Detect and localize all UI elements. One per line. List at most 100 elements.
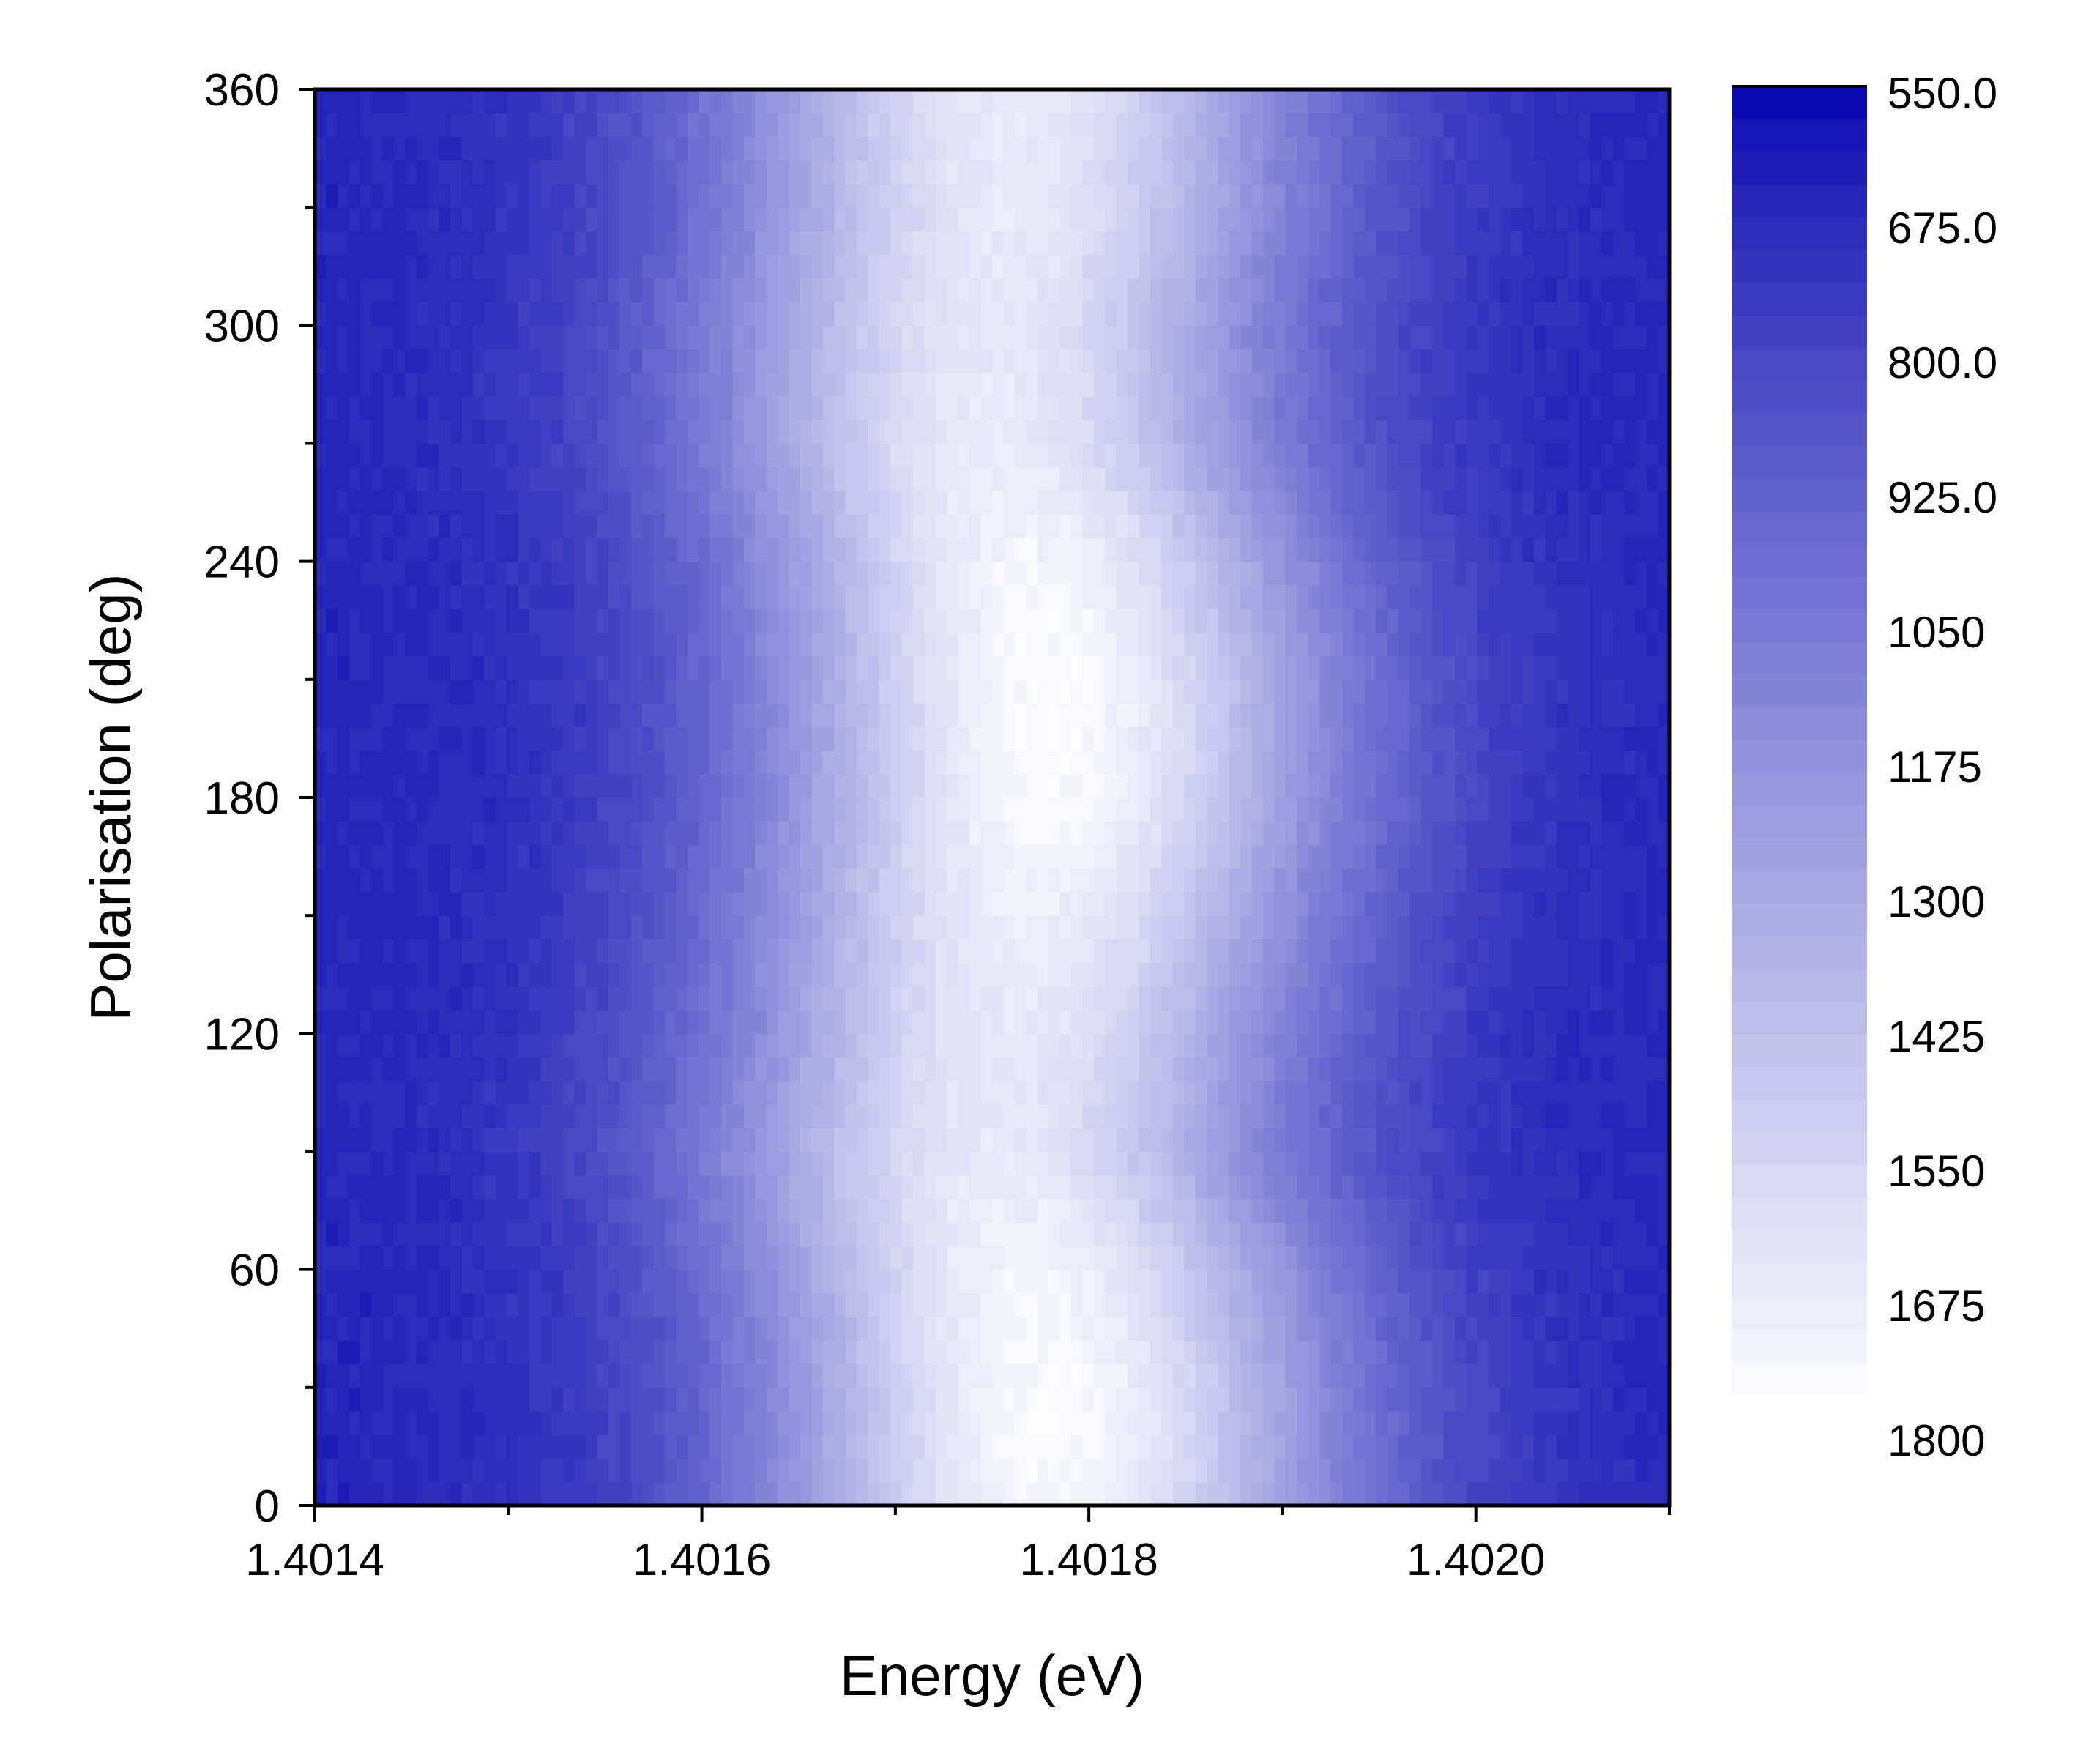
heatmap-cell — [1048, 514, 1061, 539]
heatmap-cell — [1477, 962, 1489, 987]
heatmap-cell — [1128, 750, 1140, 775]
heatmap-cell — [935, 703, 947, 727]
heatmap-cell — [597, 655, 609, 680]
heatmap-cell — [980, 609, 993, 633]
heatmap-cell — [1568, 821, 1580, 846]
heatmap-cell — [642, 1010, 655, 1034]
heatmap-cell — [1251, 609, 1264, 633]
heatmap-cell — [958, 703, 970, 727]
heatmap-cell — [1218, 655, 1230, 680]
heatmap-cell — [371, 1175, 384, 1199]
heatmap-cell — [1059, 844, 1072, 869]
heatmap-cell — [1658, 844, 1669, 869]
heatmap-cell — [1658, 1292, 1669, 1317]
heatmap-cell — [630, 1458, 643, 1483]
heatmap-cell — [1251, 679, 1264, 704]
heatmap-cell — [1568, 1434, 1580, 1459]
heatmap-cell — [337, 1317, 349, 1341]
heatmap-cell — [766, 655, 778, 680]
heatmap-cell — [1466, 1317, 1478, 1341]
heatmap-cell — [1116, 939, 1128, 964]
heatmap-cell — [630, 773, 643, 798]
heatmap-cell — [1082, 726, 1095, 751]
heatmap-cell — [699, 679, 711, 704]
heatmap-cell — [947, 1033, 959, 1058]
heatmap-cell — [901, 821, 914, 846]
heatmap-cell — [1647, 1010, 1659, 1034]
heatmap-cell — [439, 1434, 451, 1459]
heatmap-cell — [563, 915, 575, 939]
heatmap-cell — [901, 1033, 914, 1058]
heatmap-cell — [450, 1363, 463, 1388]
heatmap-cell — [1308, 1411, 1320, 1435]
heatmap-cell — [1376, 655, 1388, 680]
heatmap-cell — [360, 1317, 372, 1341]
heatmap-cell — [1330, 1458, 1343, 1483]
heatmap-cell — [1466, 1057, 1478, 1082]
heatmap-cell — [664, 1057, 677, 1082]
heatmap-cell — [913, 1198, 925, 1223]
heatmap-cell — [834, 962, 846, 987]
heatmap-cell — [924, 561, 936, 586]
heatmap-cell — [518, 1481, 530, 1506]
heatmap-cell — [800, 986, 812, 1011]
heatmap-cell — [1579, 703, 1591, 727]
heatmap-cell — [630, 1010, 643, 1034]
heatmap-cell — [1026, 609, 1038, 633]
heatmap-cell — [405, 1104, 417, 1128]
heatmap-cell — [687, 1340, 699, 1365]
heatmap-cell — [1477, 1411, 1489, 1435]
heatmap-cell — [472, 891, 485, 916]
heatmap-cell — [1285, 1246, 1297, 1270]
heatmap-cell — [1026, 1198, 1038, 1223]
heatmap-cell — [1590, 1246, 1603, 1270]
heatmap-cell — [1398, 797, 1411, 822]
heatmap-cell — [1263, 1198, 1275, 1223]
heatmap-cell — [1522, 1481, 1535, 1506]
heatmap-cell — [1511, 773, 1524, 798]
heatmap-cell — [1082, 1198, 1095, 1223]
heatmap-cell — [597, 1387, 609, 1412]
heatmap-cell — [484, 1481, 496, 1506]
heatmap-cell — [1466, 939, 1478, 964]
heatmap-cell — [1161, 915, 1174, 939]
heatmap-cell — [1658, 750, 1669, 775]
heatmap-cell — [709, 679, 722, 704]
heatmap-cell — [1409, 915, 1422, 939]
heatmap-cell — [822, 1080, 835, 1105]
heatmap-cell — [935, 1010, 947, 1034]
heatmap-cell — [1070, 679, 1083, 704]
heatmap-cell — [834, 939, 846, 964]
heatmap-cell — [1139, 1033, 1151, 1058]
heatmap-cell — [1568, 844, 1580, 869]
heatmap-cell — [1624, 1411, 1636, 1435]
heatmap-cell — [721, 1434, 734, 1459]
heatmap-cell — [868, 1269, 880, 1294]
heatmap-cell — [845, 844, 857, 869]
heatmap-cell — [1195, 679, 1207, 704]
heatmap-cell — [913, 1175, 925, 1199]
heatmap-cell — [1172, 1363, 1185, 1388]
heatmap-cell — [1251, 1434, 1264, 1459]
heatmap-cell — [1534, 1010, 1546, 1034]
heatmap-cell — [1432, 1175, 1445, 1199]
heatmap-cell — [1274, 1292, 1286, 1317]
heatmap-cell — [439, 1317, 451, 1341]
heatmap-cell — [428, 655, 440, 680]
heatmap-cell — [1139, 1481, 1151, 1506]
heatmap-cell — [1477, 1340, 1489, 1365]
heatmap-cell — [507, 537, 519, 562]
heatmap-cell — [507, 1363, 519, 1388]
heatmap-cell — [1624, 1080, 1636, 1105]
heatmap-cell — [472, 773, 485, 798]
heatmap-cell — [1398, 1033, 1411, 1058]
heatmap-cell — [563, 1340, 575, 1365]
heatmap-cell — [1263, 915, 1275, 939]
heatmap-cell — [879, 703, 891, 727]
heatmap-cell — [315, 1222, 327, 1247]
heatmap-cell — [439, 1458, 451, 1483]
heatmap-cell — [890, 609, 903, 633]
heatmap-cell — [834, 891, 846, 916]
heatmap-cell — [1443, 1292, 1456, 1317]
heatmap-cell — [743, 1222, 756, 1247]
